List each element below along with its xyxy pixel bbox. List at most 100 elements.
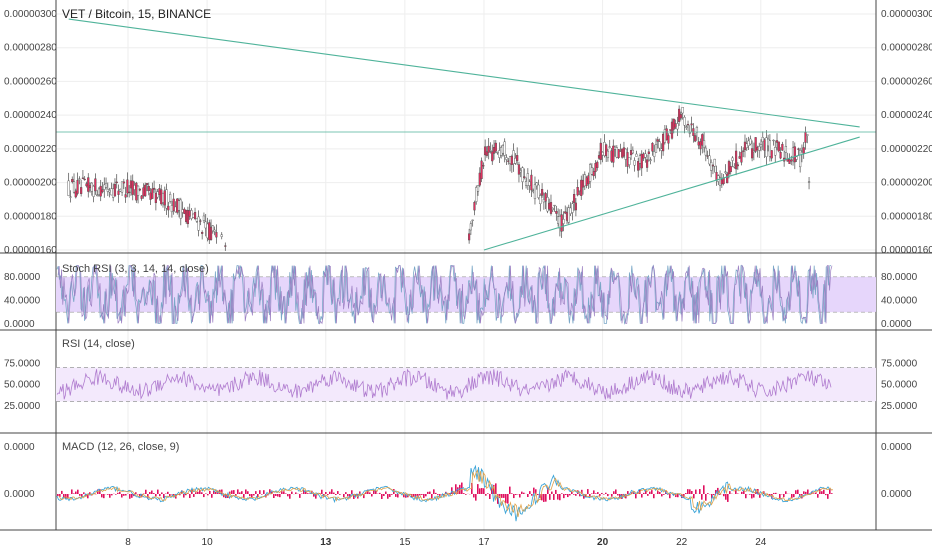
macd-hist-bar: [121, 494, 123, 498]
candle-body: [158, 188, 161, 196]
macd-hist-bar: [299, 494, 301, 498]
macd-hist-bar: [749, 494, 751, 495]
macd-hist-bar: [243, 494, 245, 499]
candle-body: [688, 132, 691, 134]
macd-hist-bar: [237, 489, 239, 494]
macd-hist-bar: [683, 494, 685, 498]
macd-hist-bar: [603, 494, 605, 495]
macd-hist-bar: [241, 491, 243, 494]
candlestick-series: [67, 105, 811, 251]
macd-hist-bar: [459, 484, 461, 494]
macd-hist-bar: [419, 494, 421, 496]
macd-hist-bar: [77, 489, 79, 494]
macd-hist-bar: [561, 493, 563, 494]
x-tick-label: 15: [399, 537, 411, 548]
macd-hist-bar: [729, 491, 731, 494]
macd-hist-bar: [535, 489, 537, 494]
candle-body: [619, 150, 622, 152]
candle-body: [500, 147, 503, 156]
macd-hist-bar: [71, 489, 73, 494]
x-tick-label: 17: [478, 537, 490, 548]
macd-hist-bar: [103, 494, 105, 499]
macd-hist-bar: [193, 494, 195, 497]
candle-body: [734, 150, 738, 170]
candle-body: [768, 140, 771, 157]
candle-body: [138, 188, 141, 191]
macd-hist-bar: [651, 490, 653, 494]
candle-body: [193, 212, 197, 220]
macd-hist-bar: [251, 494, 253, 498]
candle-body: [686, 124, 690, 126]
macd-hist-bar: [265, 494, 267, 498]
candle-body: [667, 135, 670, 144]
macd-hist-bar: [367, 489, 369, 494]
candle-body: [124, 194, 127, 198]
macd-hist-bar: [647, 494, 649, 496]
candle-body: [599, 142, 602, 160]
candle-body: [772, 139, 775, 142]
candle-body: [626, 152, 629, 167]
candle-body: [672, 118, 675, 130]
rsi-tick-right: 75.0000: [881, 358, 918, 369]
macd-hist-bar: [277, 494, 279, 497]
macd-hist-bar: [503, 494, 505, 498]
macd-hist-bar: [689, 489, 691, 494]
candle-body: [544, 193, 547, 202]
candle-body: [524, 181, 528, 186]
macd-hist-bar: [383, 494, 385, 496]
candle-body: [546, 197, 549, 212]
candle-body: [765, 137, 768, 158]
symbol-title: VET / Bitcoin, 15, BINANCE: [62, 7, 212, 21]
macd-hist-bar: [807, 489, 809, 494]
candle-body: [83, 178, 86, 181]
candle-body: [548, 202, 551, 210]
macd-hist-bar: [403, 494, 405, 498]
macd-hist-bar: [581, 489, 583, 494]
candle-body: [685, 126, 688, 128]
candle-body: [484, 146, 487, 156]
macd-hist-bar: [129, 494, 131, 499]
macd-hist-bar: [395, 494, 397, 497]
candle-body: [90, 182, 93, 192]
macd-hist-bar: [657, 490, 659, 494]
price-tick-left: 0.00000260: [4, 76, 57, 87]
candle-body: [133, 185, 136, 190]
macd-hist-bar: [829, 489, 831, 494]
price-tick-left: 0.00000160: [4, 245, 57, 256]
rsi-title: RSI (14, close): [62, 338, 135, 350]
macd-hist-bar: [239, 492, 241, 494]
macd-hist-bar: [307, 493, 309, 494]
macd-hist-bar: [791, 494, 793, 498]
macd-hist-bar: [797, 489, 799, 494]
candle-body: [188, 210, 191, 217]
macd-hist-bar: [593, 490, 595, 494]
macd-hist-bar: [745, 494, 747, 499]
macd-hist-bar: [741, 491, 743, 494]
candle-body: [215, 232, 218, 238]
macd-hist-bar: [167, 491, 169, 494]
candle-body: [660, 148, 663, 151]
candle-body: [220, 234, 223, 237]
candle-body: [551, 207, 554, 211]
macd-hist-bar: [201, 492, 203, 494]
candle-body: [571, 203, 574, 213]
candle-body: [110, 188, 113, 196]
candle-body: [153, 187, 156, 190]
macd-hist-bar: [315, 494, 317, 499]
candle-body: [523, 176, 526, 178]
macd-hist-bar: [699, 489, 701, 494]
macd-hist-bar: [369, 492, 371, 494]
macd-hist-bar: [495, 483, 497, 494]
macd-hist-bar: [783, 494, 785, 498]
candle-body: [507, 160, 510, 162]
candle-body: [731, 157, 734, 161]
macd-hist-bar: [109, 494, 111, 498]
candle-body: [160, 189, 163, 205]
macd-hist-bar: [677, 494, 679, 498]
candle-body: [163, 190, 166, 206]
candle-body: [494, 142, 497, 152]
macd-hist-bar: [497, 494, 499, 504]
macd-hist-bar: [205, 493, 207, 494]
rsi-tick-left: 75.0000: [4, 358, 41, 369]
